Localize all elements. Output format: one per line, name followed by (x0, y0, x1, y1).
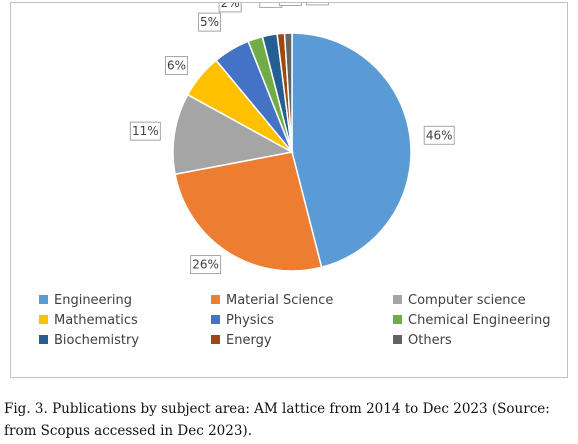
data-label-box-physics (198, 12, 222, 32)
legend-swatch-others (393, 335, 402, 344)
data-label-box-engineering (423, 125, 455, 145)
pie-slice-computer-science (172, 93, 295, 176)
figure-caption: Fig. 3. Publications by subject area: AM… (4, 401, 550, 439)
data-label-mathematics: 6% (167, 59, 186, 73)
legend-swatch-mathematics (39, 315, 48, 324)
pie-chart: 46%26%11%6%5%2%2%1%1% EngineeringMateria… (39, 3, 550, 348)
legend-swatch-physics (211, 315, 220, 324)
data-label-box-computer-science (129, 121, 161, 141)
pie-slice-material-science (174, 151, 323, 272)
legend-label-chemical-engineering: Chemical Engineering (408, 313, 550, 328)
data-label-box-others (305, 3, 329, 6)
legend-label-engineering: Engineering (54, 293, 132, 308)
data-label-box-energy (278, 3, 302, 6)
legend-label-material-science: Material Science (226, 293, 333, 308)
legend-swatch-energy (211, 335, 220, 344)
pie-slice-engineering (291, 32, 412, 269)
data-label-computer-science: 11% (132, 124, 159, 138)
legend-label-mathematics: Mathematics (54, 313, 138, 328)
legend-swatch-computer-science (393, 295, 402, 304)
pie-slices (172, 32, 412, 272)
legend-label-biochemistry: Biochemistry (54, 333, 139, 348)
data-label-chemical-engineering: 2% (221, 3, 240, 10)
legend-swatch-engineering (39, 295, 48, 304)
legend-label-computer-science: Computer science (408, 293, 526, 308)
pie-slice-others (283, 32, 293, 153)
data-label-box-biochemistry (259, 3, 283, 8)
data-label-material-science: 26% (192, 258, 219, 272)
data-label-box-chemical-engineering (218, 3, 242, 13)
data-label-engineering: 46% (426, 128, 453, 142)
chart-frame: 46%26%11%6%5%2%2%1%1% EngineeringMateria… (10, 2, 568, 378)
legend-label-others: Others (408, 333, 452, 348)
slice-labels: 46%26%11%6%5%2%2%1%1% (129, 3, 455, 275)
legend-label-physics: Physics (226, 313, 274, 328)
legend-swatch-biochemistry (39, 335, 48, 344)
legend-swatch-chemical-engineering (393, 315, 402, 324)
data-label-box-mathematics (164, 56, 188, 76)
data-label-box-material-science (190, 255, 222, 275)
legend-label-energy: Energy (226, 333, 272, 348)
data-label-physics: 5% (200, 15, 219, 29)
legend-swatch-material-science (211, 295, 220, 304)
legend: Engineering Material Science Computer scie… (39, 293, 550, 348)
data-label-biochemistry: 2% (261, 3, 280, 5)
